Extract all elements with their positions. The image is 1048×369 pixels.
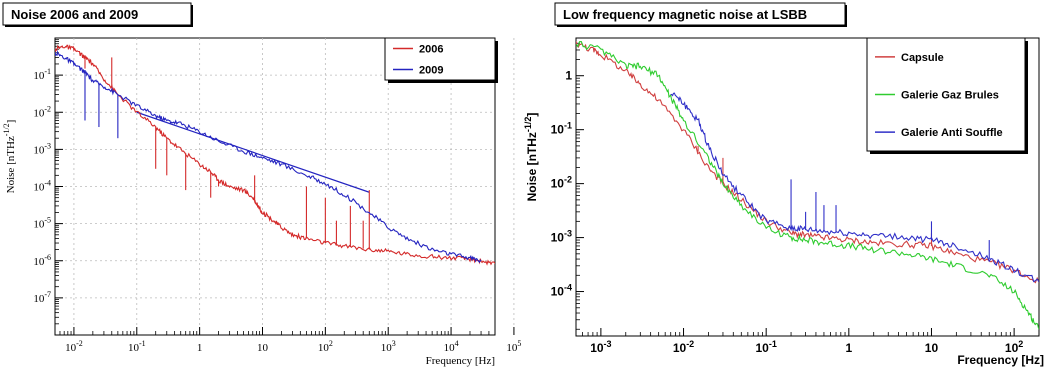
legend-label-capsule: Capsule (901, 52, 944, 64)
x-tick-label: 1 (197, 342, 203, 354)
title-box (2, 2, 192, 26)
x-tick-label: 10-3 (590, 339, 611, 355)
y-tick-label: 10-6 (33, 253, 51, 268)
x-tick-label: 10-2 (673, 339, 694, 355)
grid-lines (55, 38, 515, 335)
legend-label-galerie-anti-souffle: Galerie Anti Souffle (901, 127, 1003, 139)
x-tick-label: 102 (318, 339, 333, 354)
legend-label-2006: 2006 (419, 44, 443, 56)
noise-2006-2009-chart: 10-2 10-1 1 10 102 103 104 105 10-1 10-2 10-3 10-4 1… (2, 2, 521, 367)
x-tick-label: 102 (1005, 339, 1023, 355)
y-tick-label: 10-1 (551, 121, 572, 137)
minor-ticks (575, 37, 1040, 336)
x-tick-label: 1 (845, 341, 852, 355)
legend-box (384, 37, 496, 81)
legend-label-galerie-gaz-brules: Galerie Gaz Brules (901, 90, 999, 102)
y-tick-label: 10-2 (33, 104, 51, 119)
series-group (576, 41, 1039, 330)
lsbb-magnetic-noise-chart-svg: 10-3 10-2 10-1 1 10 102 1 10-1 10-2 10-3 10-4 Low f… (524, 2, 1044, 367)
x-tick-label: 105 (506, 339, 521, 354)
y-tick-label: 10-3 (551, 229, 572, 245)
x-tick-label: 10-2 (65, 339, 83, 354)
chart-title: Noise 2006 and 2009 (11, 7, 138, 22)
x-tick-label: 10-1 (755, 339, 776, 355)
x-axis-label: Frequency [Hz] (426, 355, 495, 367)
guide-line (136, 111, 370, 193)
x-axis-label: Frequency [Hz] (957, 353, 1044, 367)
y-tick-label: 10-4 (33, 179, 51, 194)
y-tick-label: 10-5 (33, 216, 51, 231)
y-tick-label: 10-1 (33, 67, 51, 82)
y-axis-label: Noise [nTHz-1/2] (524, 113, 539, 202)
lsbb-magnetic-noise-chart: 10-3 10-2 10-1 1 10 102 1 10-1 10-2 10-3 10-4 Low f… (524, 0, 1048, 369)
y-tick-label: 10-2 (551, 175, 572, 191)
series-galerie-anti-souffle-line (670, 92, 1039, 283)
y-tick-label: 10-7 (33, 290, 51, 305)
legend-label-2009: 2009 (419, 65, 443, 77)
noise-2006-2009-chart-svg: 10-2 10-1 1 10 102 103 104 105 10-1 10-2 10-3 10-4 1… (2, 2, 521, 367)
series-galerie-gaz-brules-line (576, 41, 1039, 330)
minor-ticks (54, 39, 496, 335)
y-axis-label: Noise [nTHz-1/2] (2, 120, 17, 194)
x-tick-label: 103 (381, 339, 396, 354)
title-box (554, 2, 846, 26)
series-2006-line (55, 44, 495, 266)
y-tick-label: 10-3 (33, 141, 51, 156)
series-2009-line (55, 49, 482, 264)
x-tick-label: 10 (925, 341, 939, 355)
series-group (55, 44, 495, 266)
x-tick-label: 10 (257, 342, 269, 354)
chart-title: Low frequency magnetic noise at LSBB (563, 7, 807, 22)
y-tick-label: 1 (565, 69, 572, 83)
x-tick-label: 104 (444, 339, 459, 354)
y-tick-label: 10-4 (551, 283, 572, 299)
x-tick-label: 10-1 (128, 339, 146, 354)
